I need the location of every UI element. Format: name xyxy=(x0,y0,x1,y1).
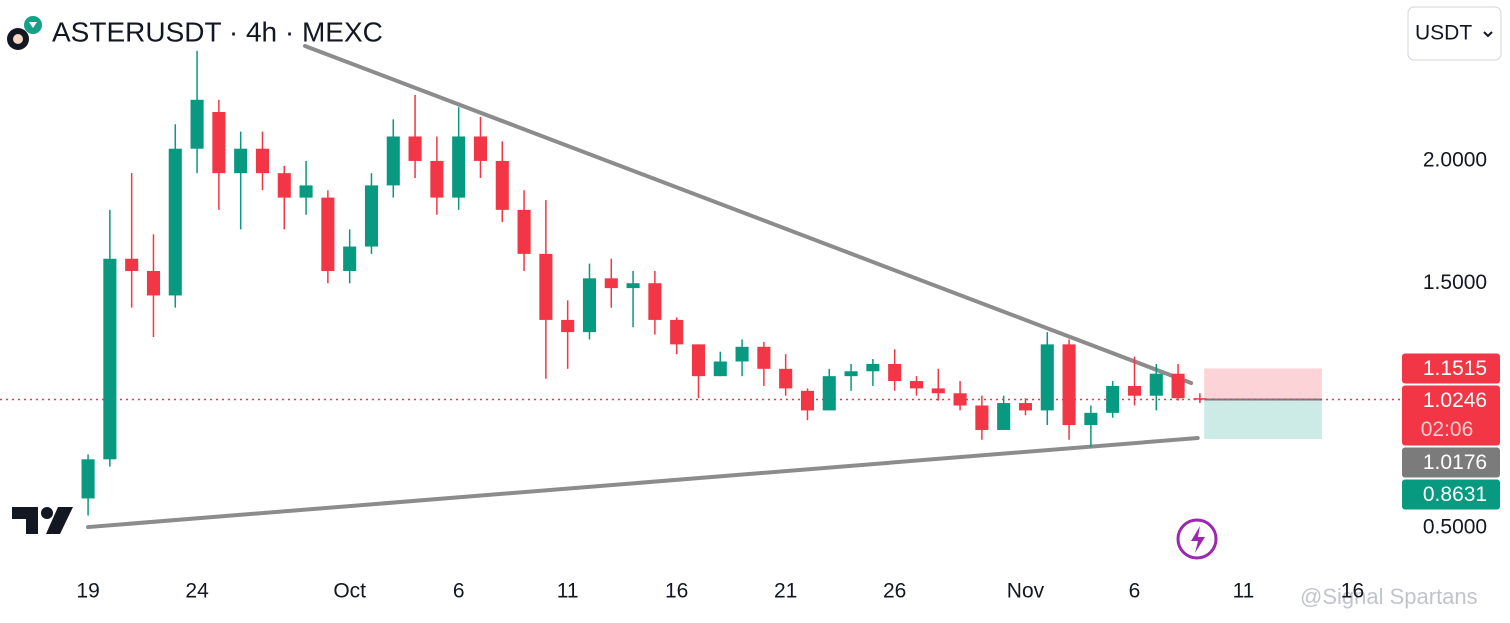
currency-label[interactable]: USDT xyxy=(1415,22,1472,45)
target-zone xyxy=(1204,399,1322,439)
candle-body xyxy=(757,346,771,369)
candle-body xyxy=(1127,385,1142,396)
candle-body xyxy=(888,363,902,382)
x-tick-label: 16 xyxy=(665,580,688,603)
candle-body xyxy=(430,160,444,198)
candle-body xyxy=(1149,373,1163,396)
candle-body xyxy=(517,209,531,254)
candle-body xyxy=(735,346,749,362)
lightning-icon[interactable] xyxy=(1176,518,1218,560)
candle-body xyxy=(670,319,684,345)
chevron[interactable] xyxy=(1483,31,1493,38)
symbol-logo xyxy=(7,16,42,50)
candle-body xyxy=(364,185,379,247)
candle-body xyxy=(800,390,815,411)
price-label-bg xyxy=(1402,385,1500,446)
candle-body xyxy=(1040,344,1054,411)
candle-body xyxy=(168,148,182,296)
candle-body xyxy=(452,136,466,198)
candle-body xyxy=(1171,373,1185,399)
candle-body xyxy=(691,344,706,377)
x-tick-label: Nov xyxy=(1007,580,1045,603)
x-tick-label: 21 xyxy=(774,580,797,603)
x-tick-label: 16 xyxy=(1341,580,1364,603)
candle-body xyxy=(146,270,161,296)
watermark: @Signal Spartans xyxy=(1300,584,1478,609)
x-tick-label: Oct xyxy=(333,580,366,603)
candle-body xyxy=(1193,398,1207,400)
candle-body xyxy=(626,283,640,289)
candle-body xyxy=(844,371,858,377)
x-tick-label: 6 xyxy=(453,580,465,603)
y-tick-label: 0.5000 xyxy=(1423,515,1487,538)
candle-body xyxy=(866,363,880,372)
candle-body xyxy=(234,148,248,174)
candle-body xyxy=(822,376,836,411)
candle-body xyxy=(1062,344,1076,426)
candle-body xyxy=(909,381,924,389)
candle-body xyxy=(648,283,662,320)
candle-body xyxy=(190,99,204,149)
candle-body xyxy=(975,405,989,430)
candle-body xyxy=(604,278,618,289)
price-label: 1.0246 xyxy=(1423,389,1487,412)
trendline xyxy=(86,436,1200,530)
candle-body xyxy=(713,361,727,377)
countdown: 02:06 xyxy=(1421,418,1474,441)
price-label: 0.8631 xyxy=(1423,483,1487,506)
x-tick-label: 11 xyxy=(557,580,579,603)
chart-title: ASTERUSDT · 4h · MEXC xyxy=(52,16,383,47)
candle-body xyxy=(561,319,575,333)
y-tick-label: 1.5000 xyxy=(1423,271,1487,294)
y-tick-label: 2.0000 xyxy=(1423,148,1487,171)
candle-body xyxy=(779,368,793,389)
stop-zone xyxy=(1204,368,1322,400)
candle-body xyxy=(255,148,270,174)
tradingview-logo xyxy=(12,507,73,534)
x-tick-label: 11 xyxy=(1233,580,1255,603)
price-label-bg xyxy=(1402,353,1500,384)
candle-body xyxy=(582,278,597,333)
candle-body xyxy=(473,136,488,161)
price-label: 1.0176 xyxy=(1423,451,1487,474)
candle-body xyxy=(539,253,553,320)
candle-body xyxy=(277,173,291,198)
candle-body xyxy=(931,388,945,394)
candle-body xyxy=(495,160,509,210)
x-tick-label: 19 xyxy=(76,580,99,603)
price-label-bg xyxy=(1402,447,1500,478)
currency-button-frame[interactable] xyxy=(1407,6,1502,61)
candle-body xyxy=(408,136,422,161)
candle-body xyxy=(103,258,117,460)
candle-body xyxy=(299,185,313,198)
trendline xyxy=(302,43,1194,386)
candle-body xyxy=(1018,403,1033,411)
candle-body xyxy=(1084,412,1098,426)
currency-button[interactable]: USDT xyxy=(1407,6,1502,61)
candle-body xyxy=(321,197,335,271)
plot-area xyxy=(0,43,1400,530)
price-label: 1.1515 xyxy=(1423,357,1487,380)
candle-body xyxy=(212,112,226,174)
candle-body xyxy=(81,459,95,499)
x-tick-label: 6 xyxy=(1129,580,1141,603)
candle-body xyxy=(343,246,357,271)
candle-body xyxy=(997,403,1011,430)
candle-body xyxy=(386,136,400,186)
candle-body xyxy=(125,258,139,271)
x-tick-label: 26 xyxy=(883,580,906,603)
candle-body xyxy=(1106,385,1120,413)
price-label-bg xyxy=(1402,479,1500,510)
x-tick-label: 24 xyxy=(185,580,209,603)
candle-body xyxy=(953,393,967,406)
